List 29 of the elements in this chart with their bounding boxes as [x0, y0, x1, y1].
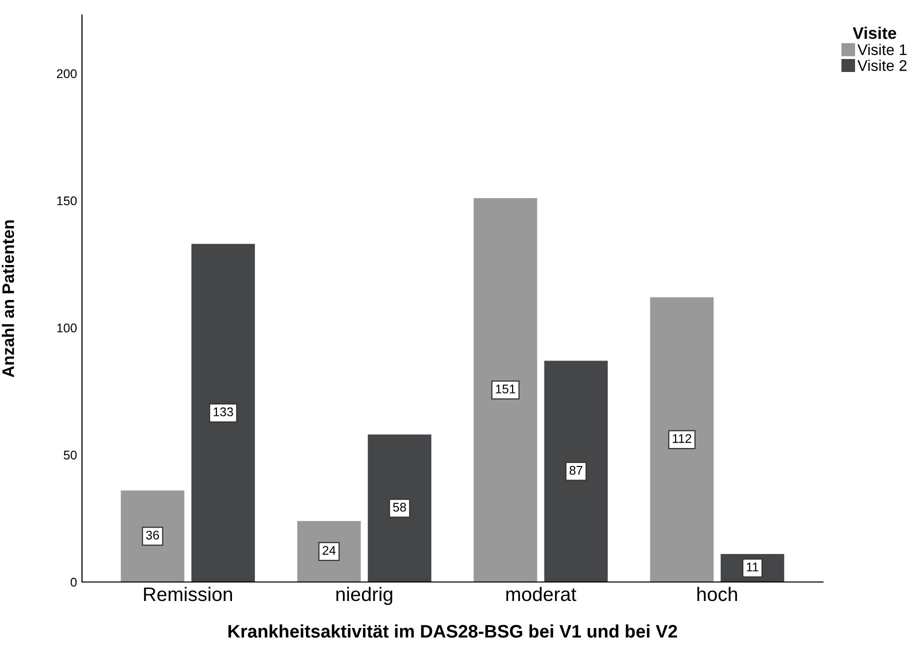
- data-label: 11: [746, 562, 758, 572]
- bar: [474, 198, 538, 582]
- y-tick-label: 200: [56, 69, 77, 78]
- legend-label: Visite 1: [857, 44, 907, 56]
- data-label: 58: [393, 502, 406, 512]
- data-label: 36: [146, 530, 159, 540]
- y-tick-label: 50: [64, 450, 77, 460]
- bar: [650, 297, 714, 582]
- bar: [191, 244, 255, 582]
- data-label: 151: [496, 384, 516, 394]
- bar: [368, 434, 432, 582]
- x-tick-label: niedrig: [336, 586, 392, 605]
- y-tick-label: 0: [70, 578, 77, 587]
- legend-label: Visite 2: [857, 60, 906, 71]
- data-label: 133: [214, 407, 234, 416]
- bar: [297, 520, 361, 582]
- y-tick-label: 150: [57, 196, 77, 206]
- data-label: 112: [672, 434, 692, 443]
- y-axis-title: Anzahl an Patienten: [2, 220, 14, 378]
- bar: [120, 490, 184, 582]
- data-label: 24: [322, 546, 336, 555]
- legend-title: Visite: [852, 26, 896, 39]
- x-tick-label: hoch: [697, 586, 737, 602]
- data-label: 87: [570, 466, 582, 475]
- bar: [544, 360, 608, 582]
- x-tick-label: Remission: [144, 586, 232, 602]
- x-tick-label: moderat: [506, 586, 576, 602]
- x-axis-title: Krankheitsaktivität im DAS28-BSG bei V1 und bei V2: [228, 624, 678, 638]
- y-tick-label: 100: [57, 324, 77, 332]
